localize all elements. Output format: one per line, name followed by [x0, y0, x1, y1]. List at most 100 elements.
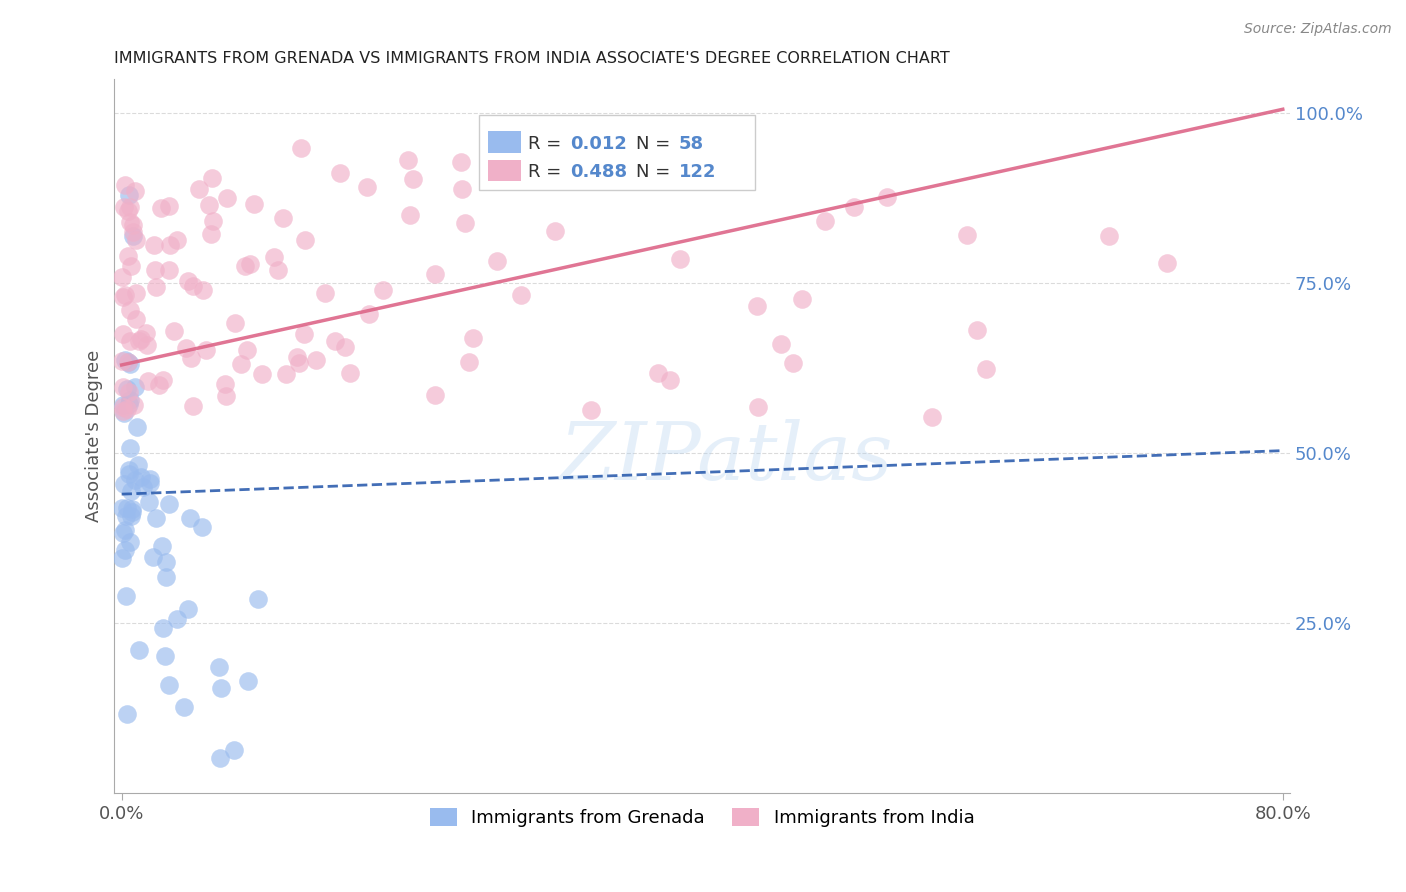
Point: [188, 182, 211, 196]
Point: [183, 399, 205, 413]
Point: [329, 166, 352, 180]
Point: [215, 191, 238, 205]
Point: [1097, 228, 1119, 243]
Text: N =: N =: [637, 135, 676, 153]
Point: [191, 283, 214, 297]
Point: [125, 286, 148, 301]
Point: [129, 332, 152, 346]
Point: [195, 343, 218, 358]
Point: [157, 199, 180, 213]
Point: [136, 338, 159, 352]
Point: [647, 366, 669, 380]
Point: [267, 262, 290, 277]
Point: [271, 211, 294, 225]
Text: IMMIGRANTS FROM GRENADA VS IMMIGRANTS FROM INDIA ASSOCIATE'S DEGREE CORRELATION : IMMIGRANTS FROM GRENADA VS IMMIGRANTS FR…: [114, 51, 950, 66]
Point: [115, 500, 138, 515]
Point: [770, 337, 793, 351]
Point: [111, 551, 134, 566]
Point: [121, 226, 143, 240]
Point: [399, 208, 422, 222]
FancyBboxPatch shape: [479, 115, 755, 190]
Point: [201, 213, 224, 227]
Point: [335, 340, 357, 354]
Point: [112, 404, 135, 418]
Point: [747, 400, 769, 414]
Point: [974, 362, 997, 376]
Point: [142, 549, 165, 564]
Point: [118, 303, 141, 318]
Point: [125, 233, 148, 247]
Point: [669, 252, 692, 266]
Y-axis label: Associate's Degree: Associate's Degree: [86, 351, 103, 523]
Point: [339, 366, 361, 380]
Point: [112, 200, 135, 214]
Point: [120, 259, 142, 273]
Point: [208, 660, 231, 674]
Point: [200, 227, 222, 242]
Point: [117, 355, 139, 369]
Point: [111, 354, 134, 368]
Point: [191, 520, 214, 534]
Point: [177, 602, 200, 616]
Point: [423, 267, 446, 281]
Point: [122, 228, 145, 243]
Point: [155, 570, 177, 584]
Point: [486, 254, 509, 268]
Point: [162, 324, 184, 338]
Point: [149, 201, 172, 215]
Point: [118, 334, 141, 349]
Point: [285, 350, 308, 364]
Point: [166, 233, 188, 247]
Point: [229, 357, 252, 371]
Point: [152, 373, 174, 387]
Point: [121, 505, 143, 519]
Point: [955, 227, 977, 242]
Point: [114, 287, 136, 301]
Point: [114, 508, 136, 523]
Text: 58: 58: [679, 135, 704, 153]
Point: [120, 392, 142, 407]
Point: [173, 699, 195, 714]
Legend: Immigrants from Grenada, Immigrants from India: Immigrants from Grenada, Immigrants from…: [423, 800, 981, 834]
Point: [138, 472, 160, 486]
Point: [114, 543, 136, 558]
Point: [112, 477, 135, 491]
Point: [155, 555, 177, 569]
Point: [118, 188, 141, 202]
Point: [659, 373, 682, 387]
Text: 0.488: 0.488: [571, 163, 627, 181]
Point: [224, 316, 246, 330]
Point: [120, 508, 142, 523]
Text: R =: R =: [529, 163, 567, 181]
Text: N =: N =: [637, 163, 676, 181]
Point: [117, 249, 139, 263]
Point: [209, 751, 232, 765]
Point: [143, 238, 166, 252]
Point: [118, 384, 141, 399]
Point: [117, 203, 139, 218]
Point: [450, 155, 472, 169]
Point: [118, 467, 141, 481]
Point: [128, 643, 150, 657]
Point: [323, 334, 346, 348]
Point: [124, 312, 146, 326]
Point: [124, 380, 146, 394]
Point: [454, 215, 477, 229]
Point: [371, 284, 394, 298]
Point: [122, 218, 145, 232]
Point: [124, 473, 146, 487]
Point: [263, 250, 285, 264]
Point: [233, 259, 256, 273]
Point: [145, 279, 167, 293]
FancyBboxPatch shape: [488, 131, 522, 153]
Point: [111, 327, 134, 342]
Point: [138, 475, 160, 490]
Point: [215, 389, 238, 403]
Point: [111, 269, 134, 284]
Point: [356, 179, 378, 194]
Point: [166, 611, 188, 625]
Point: [127, 458, 149, 472]
Point: [118, 358, 141, 372]
Point: [239, 257, 262, 271]
Point: [121, 501, 143, 516]
